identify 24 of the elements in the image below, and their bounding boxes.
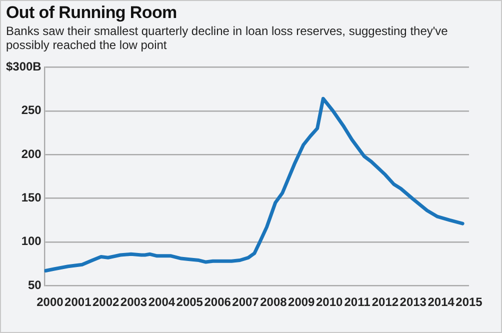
y-tick-label: 200 — [21, 146, 42, 161]
x-tick-label: 2011 — [344, 295, 371, 310]
x-tick-label: 2006 — [204, 295, 232, 310]
x-tick-label: 2000 — [36, 295, 64, 310]
x-tick-label: 2013 — [400, 295, 427, 310]
x-tick-label: 2002 — [92, 295, 120, 310]
x-tick-label: 2007 — [232, 295, 260, 310]
x-tick-label: 2001 — [64, 295, 92, 310]
y-tick-label: 250 — [21, 103, 42, 118]
y-tick-label: 150 — [21, 190, 42, 205]
x-tick-label: 2015 — [456, 295, 483, 310]
y-tick-label: 50 — [28, 278, 42, 292]
x-tick-label: 2004 — [148, 295, 176, 310]
x-tick-label: 2012 — [372, 295, 399, 310]
y-tick-label: 100 — [21, 234, 42, 248]
x-tick-label: 2009 — [288, 295, 316, 310]
x-tick-label: 2010 — [316, 295, 343, 310]
x-tick-label: 2014 — [428, 295, 455, 310]
y-tick-label: $300B — [6, 60, 42, 74]
chart-title: Out of Running Room — [6, 3, 177, 23]
chart-subtitle: Banks saw their smallest quarterly decline in loan loss reserves, suggesting they've possibly reached the low point — [6, 24, 449, 52]
x-tick-label: 2003 — [120, 295, 148, 310]
x-tick-label: 2005 — [176, 295, 204, 310]
x-tick-label: 2008 — [260, 295, 288, 310]
